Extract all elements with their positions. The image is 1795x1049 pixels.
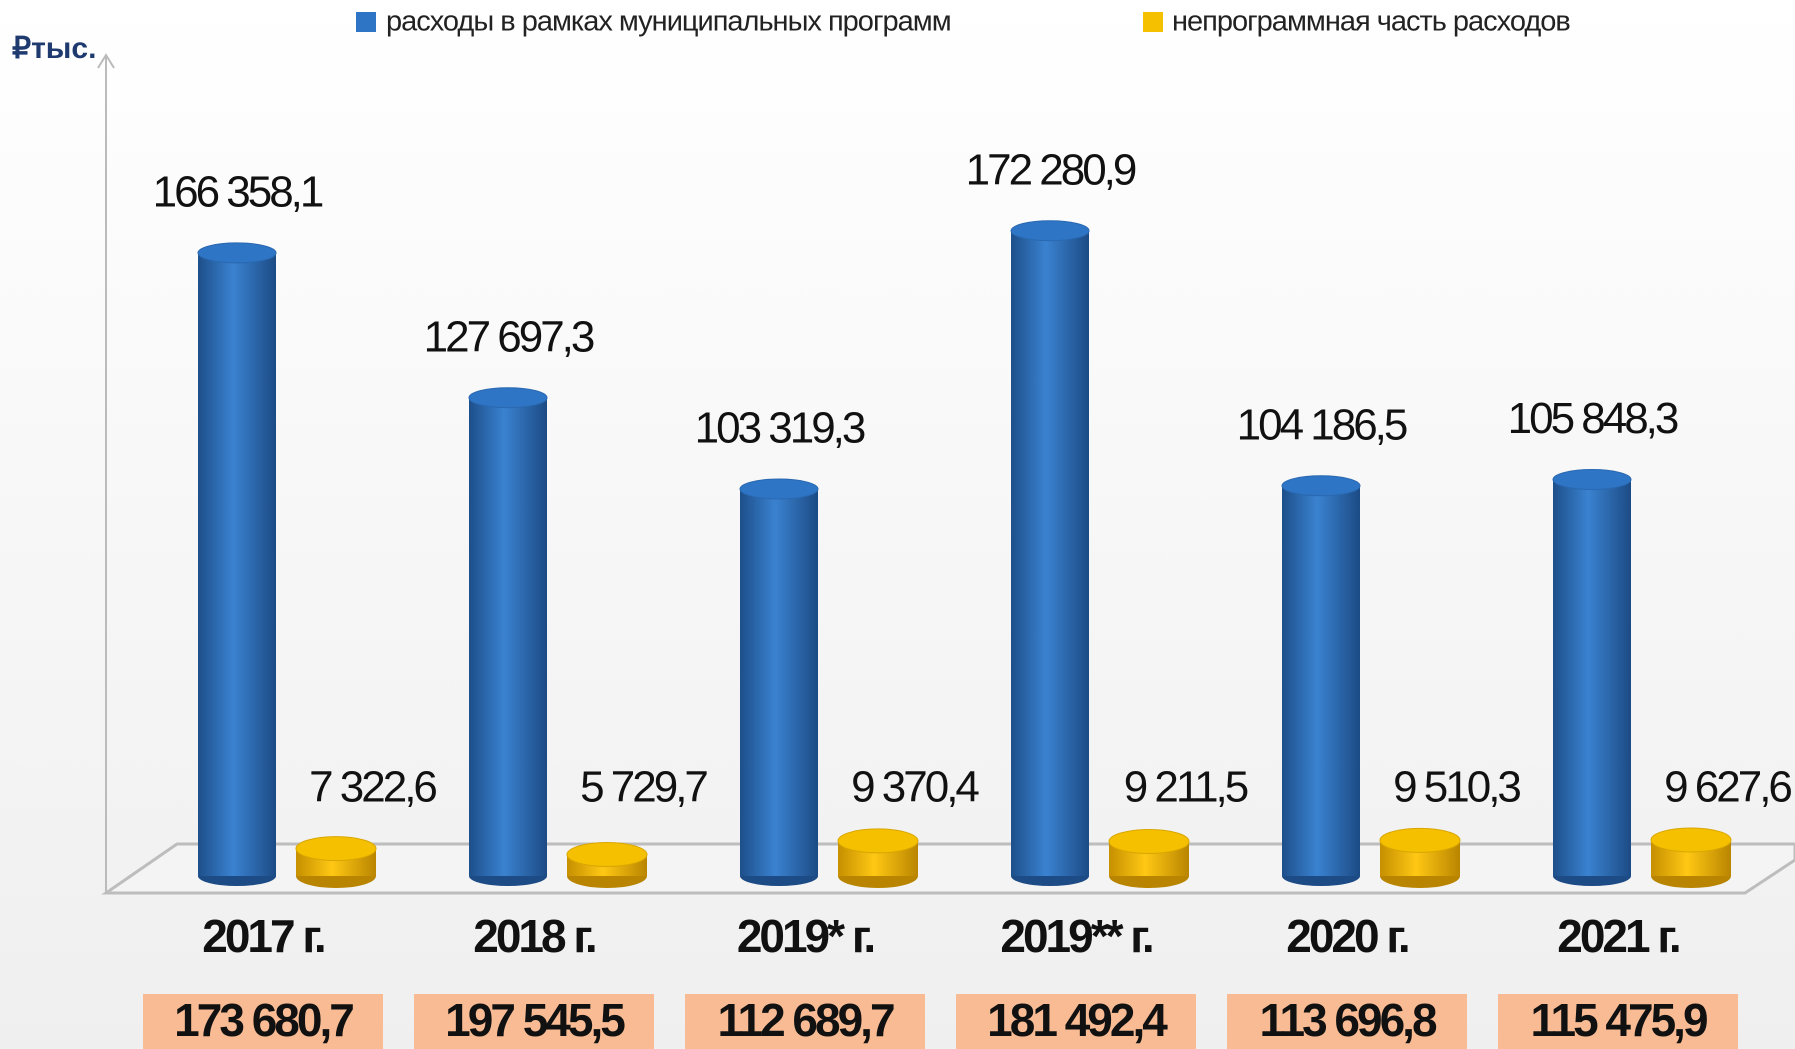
cylinder-top xyxy=(469,388,547,408)
x-tick-label: 2018 г. xyxy=(473,910,595,962)
legend-label: непрограммная часть расходов xyxy=(1172,6,1570,38)
total-label: 197 545,5 xyxy=(445,994,625,1046)
bar xyxy=(1282,486,1360,876)
value-label: 172 280,9 xyxy=(966,145,1136,194)
bar xyxy=(1011,231,1089,876)
x-tick-label: 2020 г. xyxy=(1286,910,1408,962)
x-tick-label: 2019** г. xyxy=(1000,910,1151,962)
value-label: 103 319,3 xyxy=(695,404,865,453)
bar xyxy=(740,489,818,876)
cylinder-top xyxy=(838,829,918,853)
y-axis-label: ₽тыс. xyxy=(12,32,96,65)
bar xyxy=(1553,480,1631,876)
cylinder-top xyxy=(198,243,276,263)
value-label: 166 358,1 xyxy=(153,168,323,217)
total-label: 113 696,8 xyxy=(1259,994,1437,1046)
x-tick-label: 2021 г. xyxy=(1557,910,1679,962)
legend-label: расходы в рамках муниципальных программ xyxy=(386,6,951,38)
cylinder-top xyxy=(1011,221,1089,241)
x-tick-label: 2017 г. xyxy=(202,910,324,962)
bar xyxy=(469,398,547,876)
x-tick-label: 2019* г. xyxy=(737,910,874,962)
cylinder-top xyxy=(567,843,647,867)
cylinder-top xyxy=(1282,476,1360,496)
value-label: 9 211,5 xyxy=(1124,763,1248,812)
legend-swatch xyxy=(356,12,376,32)
value-label: 9 370,4 xyxy=(851,763,979,812)
total-label: 181 492,4 xyxy=(987,994,1168,1046)
total-label: 173 680,7 xyxy=(174,994,353,1046)
value-label: 7 322,6 xyxy=(309,763,436,812)
legend-swatch xyxy=(1143,12,1163,32)
total-label: 112 689,7 xyxy=(717,994,894,1046)
cylinder-top xyxy=(296,837,376,861)
value-label: 127 697,3 xyxy=(424,312,594,361)
cylinder-top xyxy=(1380,828,1460,852)
cylinder-top xyxy=(1651,828,1731,852)
value-label: 9 627,6 xyxy=(1664,763,1791,812)
value-label: 9 510,3 xyxy=(1393,763,1520,812)
cylinder-top xyxy=(1109,829,1189,853)
bar xyxy=(198,253,276,876)
chart: ₽тыс. расходы в рамках муниципальных про… xyxy=(0,0,1795,1049)
value-label: 104 186,5 xyxy=(1237,400,1407,449)
value-label: 105 848,3 xyxy=(1508,394,1678,443)
total-label: 115 475,9 xyxy=(1530,994,1707,1046)
value-label: 5 729,7 xyxy=(580,763,707,812)
cylinder-top xyxy=(740,479,818,499)
cylinder-top xyxy=(1553,470,1631,490)
